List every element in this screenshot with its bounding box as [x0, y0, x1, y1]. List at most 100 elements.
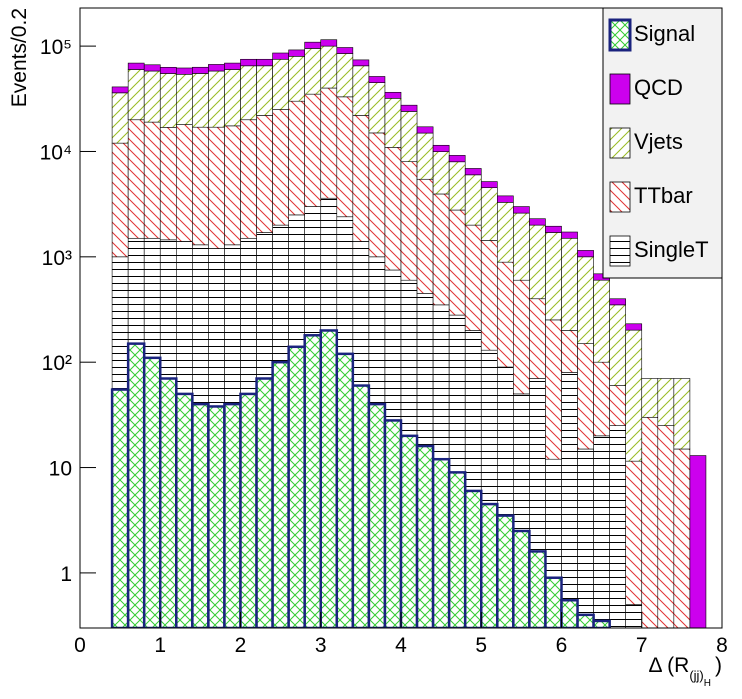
bar	[111, 86, 129, 94]
bar	[352, 65, 370, 116]
bar	[593, 279, 610, 363]
bar	[336, 47, 354, 54]
signal-bar	[271, 360, 290, 628]
bar	[384, 98, 402, 148]
bar	[561, 330, 578, 373]
bar	[143, 64, 161, 72]
bar	[127, 119, 145, 239]
x-label-close: )	[715, 654, 722, 677]
x-tick-label: 2	[235, 634, 247, 657]
bar	[159, 73, 177, 128]
x-label-main: Δ (R	[648, 654, 689, 677]
signal-bar	[415, 444, 435, 628]
bar	[208, 64, 225, 72]
bar	[272, 109, 289, 226]
signal-bar	[528, 550, 547, 628]
bar	[368, 82, 386, 134]
bar	[513, 279, 530, 395]
bar	[561, 372, 578, 628]
y-tick-label: 10³	[42, 247, 72, 270]
bar	[657, 425, 675, 628]
bar	[256, 115, 273, 233]
bar	[673, 378, 691, 450]
bar	[513, 206, 530, 214]
bar	[304, 41, 322, 49]
bar	[400, 161, 418, 281]
bar	[464, 174, 482, 226]
y-axis-label: Events/0.2	[8, 8, 31, 107]
bar	[208, 126, 225, 249]
bar	[304, 93, 322, 207]
bar	[480, 187, 498, 241]
bar	[272, 52, 289, 60]
bar	[159, 127, 177, 241]
signal-bar	[110, 388, 130, 628]
signal-bar	[223, 402, 242, 628]
signal-bar	[399, 434, 419, 628]
bar	[111, 142, 129, 258]
signal-bar	[447, 471, 467, 628]
bar	[448, 209, 466, 316]
legend-label: Vjets	[634, 129, 683, 154]
signal-bar	[255, 377, 274, 628]
signal-bar	[544, 576, 563, 628]
bar	[641, 378, 659, 418]
x-tick-label: 1	[154, 634, 166, 657]
bar	[143, 121, 161, 239]
x-tick-label: 3	[315, 634, 327, 657]
bar	[256, 65, 273, 116]
legend-swatch	[609, 181, 631, 213]
bar	[224, 62, 241, 70]
bar	[480, 240, 498, 351]
bar	[192, 66, 209, 74]
bar	[256, 58, 273, 67]
bar	[352, 115, 370, 242]
bar	[240, 58, 257, 67]
bar	[288, 56, 305, 102]
legend-label: QCD	[634, 75, 683, 100]
y-tick-label: 10⁵	[40, 36, 72, 59]
signal-bar	[239, 392, 258, 628]
bar	[224, 125, 241, 246]
signal-bar	[383, 419, 403, 628]
bar	[400, 104, 418, 112]
bar	[176, 67, 193, 75]
bar	[384, 91, 402, 99]
bar	[320, 87, 338, 199]
bar	[464, 168, 482, 176]
signal-bar	[175, 392, 194, 628]
bar	[288, 100, 305, 216]
bar	[352, 59, 370, 67]
signal-bar	[576, 613, 595, 628]
signal-bar	[287, 345, 306, 628]
bar	[464, 224, 482, 331]
signal-bar	[367, 402, 387, 628]
signal-bar	[463, 489, 483, 628]
legend-swatch	[609, 235, 631, 267]
y-tick-label: 10²	[42, 352, 72, 375]
signal-bar	[351, 384, 371, 628]
bar	[625, 604, 643, 628]
signal-bar	[496, 514, 515, 628]
signal-bar	[560, 599, 579, 628]
bar	[577, 250, 594, 258]
bar	[336, 53, 354, 98]
bar	[577, 343, 594, 450]
bar	[240, 65, 257, 121]
legend-label: Signal	[634, 21, 695, 46]
bar	[288, 49, 305, 57]
legend-swatch	[609, 73, 631, 105]
bar	[127, 69, 145, 121]
signal-bar	[142, 356, 162, 628]
bar	[400, 111, 418, 162]
x-tick-label: 5	[475, 634, 487, 657]
bar	[224, 69, 241, 127]
bar	[673, 448, 691, 628]
bar	[432, 144, 450, 153]
x-axis-label: Δ (R(jj)H)	[648, 654, 722, 689]
bar	[577, 448, 594, 628]
bar	[561, 231, 578, 239]
plot-area	[110, 39, 707, 628]
bar	[609, 425, 627, 628]
